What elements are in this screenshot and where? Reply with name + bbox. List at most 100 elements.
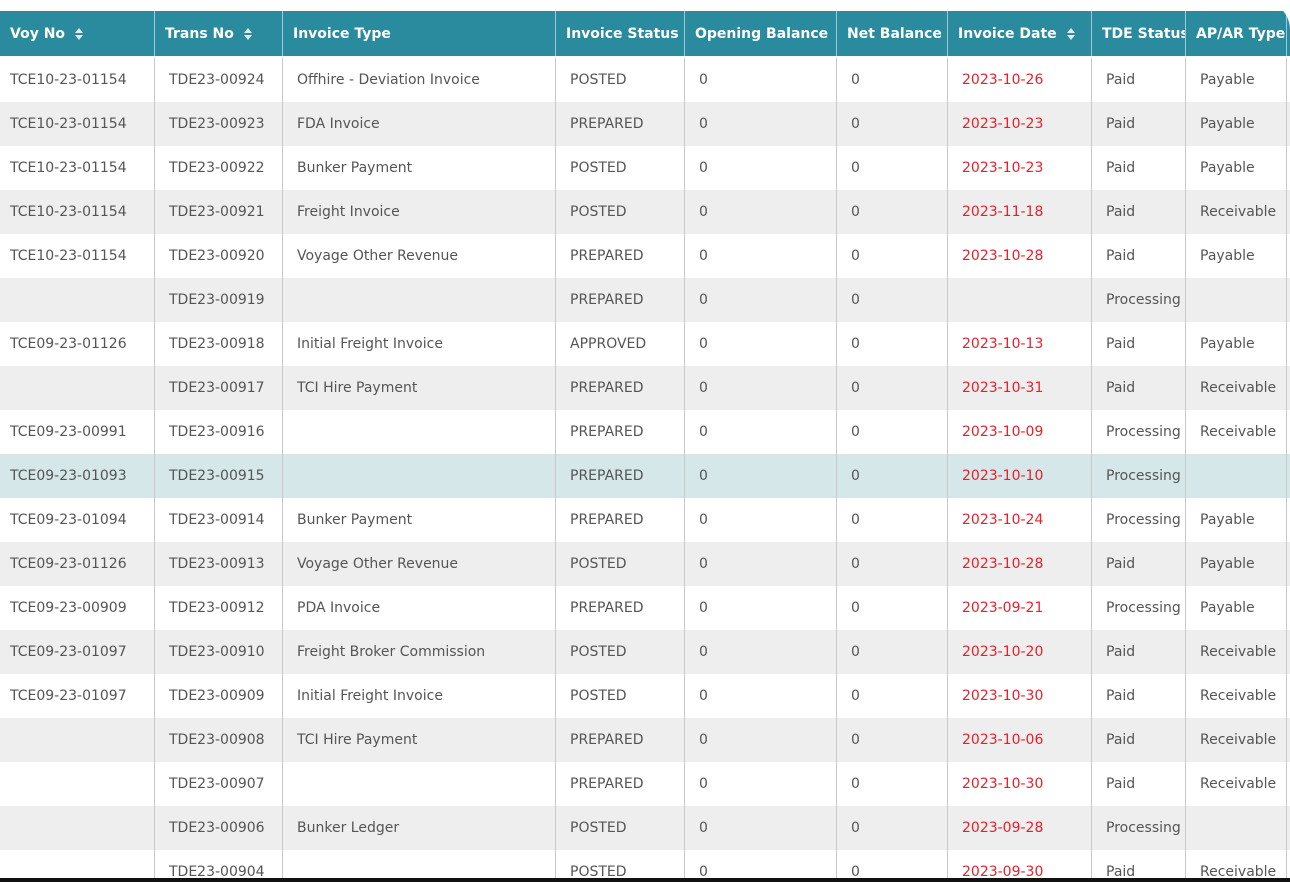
table-row[interactable]: TDE23-00906 Bunker Ledger POSTED 0 0 2023-09-… [0,806,1290,850]
column-header-voy[interactable]: Voy No [0,11,155,56]
cell-date: 2023-10-28 [948,234,1092,278]
cell-type: Bunker Ledger [283,806,556,850]
column-header-trans[interactable]: Trans No [155,11,283,56]
cell-voy: TCE10-23-01154 [0,102,155,146]
sort-icon[interactable] [1066,27,1075,40]
cell-net: 0 [837,278,948,322]
table-body: TCE10-23-01154 TDE23-00924 Offhire - Devia… [0,58,1290,878]
cell-type: Freight Broker Commission [283,630,556,674]
cell-type: PDA Invoice [283,586,556,630]
cell-opening: 0 [685,454,837,498]
cell-trans: TDE23-00914 [155,498,283,542]
table-row[interactable]: TCE10-23-01154 TDE23-00922 Bunker Payment P… [0,146,1290,190]
column-header-date[interactable]: Invoice Date [948,11,1092,56]
column-header-label: AP/AR Type [1196,25,1286,42]
cell-type: FDA Invoice [283,102,556,146]
cell-type: Bunker Payment [283,146,556,190]
cell-tde: Processing [1092,410,1186,454]
cell-net: 0 [837,190,948,234]
cell-net: 0 [837,762,948,806]
cell-voy [0,806,155,850]
cell-opening: 0 [685,102,837,146]
cell-date: 2023-11-18 [948,190,1092,234]
cell-apar [1186,454,1287,498]
cell-voy: TCE10-23-01154 [0,234,155,278]
table-row[interactable]: TCE09-23-00909 TDE23-00912 PDA Invoice PREP… [0,586,1290,630]
cell-net: 0 [837,58,948,102]
cell-tde: Paid [1092,674,1186,718]
cell-type: Bunker Payment [283,498,556,542]
table-row[interactable]: TCE10-23-01154 TDE23-00921 Freight Invoice… [0,190,1290,234]
cell-apar: Payable [1186,146,1287,190]
column-header-label: Invoice Type [293,25,391,42]
cell-net: 0 [837,322,948,366]
cell-opening: 0 [685,542,837,586]
table-row[interactable]: TCE09-23-01126 TDE23-00913 Voyage Other Re… [0,542,1290,586]
cell-tde: Paid [1092,234,1186,278]
table-header: Voy No Trans No Invoice Type Invoice Status… [0,11,1290,56]
cell-trans: TDE23-00915 [155,454,283,498]
cell-opening: 0 [685,806,837,850]
cell-voy [0,278,155,322]
table-row[interactable]: TCE09-23-01097 TDE23-00910 Freight Broker … [0,630,1290,674]
cell-status: PREPARED [556,454,685,498]
cell-opening: 0 [685,630,837,674]
column-header-status: Invoice Status [556,11,685,56]
cell-type: Voyage Other Revenue [283,234,556,278]
cell-apar [1186,806,1287,850]
column-header-label: Voy No [10,25,66,42]
cell-net: 0 [837,234,948,278]
table-row[interactable]: TCE10-23-01154 TDE23-00923 FDA Invoice PREP… [0,102,1290,146]
cell-apar: Receivable [1186,190,1287,234]
column-header-label: Net Balance [847,25,942,42]
cell-type: Offhire - Deviation Invoice [283,58,556,102]
table-row[interactable]: TCE09-23-00991 TDE23-00916 PREPARED 0 0 2023-… [0,410,1290,454]
cell-opening: 0 [685,278,837,322]
table-row[interactable]: TDE23-00904 POSTED 0 0 2023-09-30 Paid Receiva… [0,850,1290,878]
cell-date: 2023-10-26 [948,58,1092,102]
cell-type: TCI Hire Payment [283,366,556,410]
cell-date: 2023-10-30 [948,762,1092,806]
cell-status: PREPARED [556,762,685,806]
table-row[interactable]: TCE09-23-01093 TDE23-00915 PREPARED 0 0 2023-… [0,454,1290,498]
cell-type [283,278,556,322]
cell-tde: Processing [1092,278,1186,322]
cell-status: POSTED [556,674,685,718]
table-row[interactable]: TDE23-00908 TCI Hire Payment PREPARED 0 0 202… [0,718,1290,762]
table-row[interactable]: TCE10-23-01154 TDE23-00924 Offhire - Devia… [0,58,1290,102]
table-row[interactable]: TCE10-23-01154 TDE23-00920 Voyage Other Re… [0,234,1290,278]
cell-net: 0 [837,410,948,454]
cell-status: PREPARED [556,586,685,630]
table-row[interactable]: TCE09-23-01097 TDE23-00909 Initial Freight… [0,674,1290,718]
table-row[interactable]: TDE23-00917 TCI Hire Payment PREPARED 0 0 202… [0,366,1290,410]
cell-trans: TDE23-00923 [155,102,283,146]
cell-trans: TDE23-00913 [155,542,283,586]
cell-voy: TCE09-23-00909 [0,586,155,630]
cell-apar: Payable [1186,58,1287,102]
cell-net: 0 [837,102,948,146]
cell-net: 0 [837,718,948,762]
column-header-type: Invoice Type [283,11,556,56]
table-row[interactable]: TDE23-00919 PREPARED 0 0 Processing [0,278,1290,322]
sort-icon[interactable] [75,27,84,40]
cell-trans: TDE23-00916 [155,410,283,454]
cell-trans: TDE23-00904 [155,850,283,878]
cell-trans: TDE23-00906 [155,806,283,850]
cell-tde: Paid [1092,542,1186,586]
cell-tde: Paid [1092,58,1186,102]
cell-net: 0 [837,542,948,586]
cell-date: 2023-10-23 [948,146,1092,190]
cell-status: PREPARED [556,498,685,542]
sort-icon[interactable] [243,27,252,40]
column-header-label: Invoice Date [958,25,1057,42]
cell-voy [0,850,155,878]
table-row[interactable]: TDE23-00907 PREPARED 0 0 2023-10-30 Paid Recei… [0,762,1290,806]
table-row[interactable]: TCE09-23-01126 TDE23-00918 Initial Freight… [0,322,1290,366]
cell-apar: Payable [1186,498,1287,542]
table-row[interactable]: TCE09-23-01094 TDE23-00914 Bunker Payment P… [0,498,1290,542]
cell-tde: Paid [1092,850,1186,878]
cell-status: PREPARED [556,410,685,454]
cell-date: 2023-09-30 [948,850,1092,878]
column-header-label: Trans No [165,25,234,42]
